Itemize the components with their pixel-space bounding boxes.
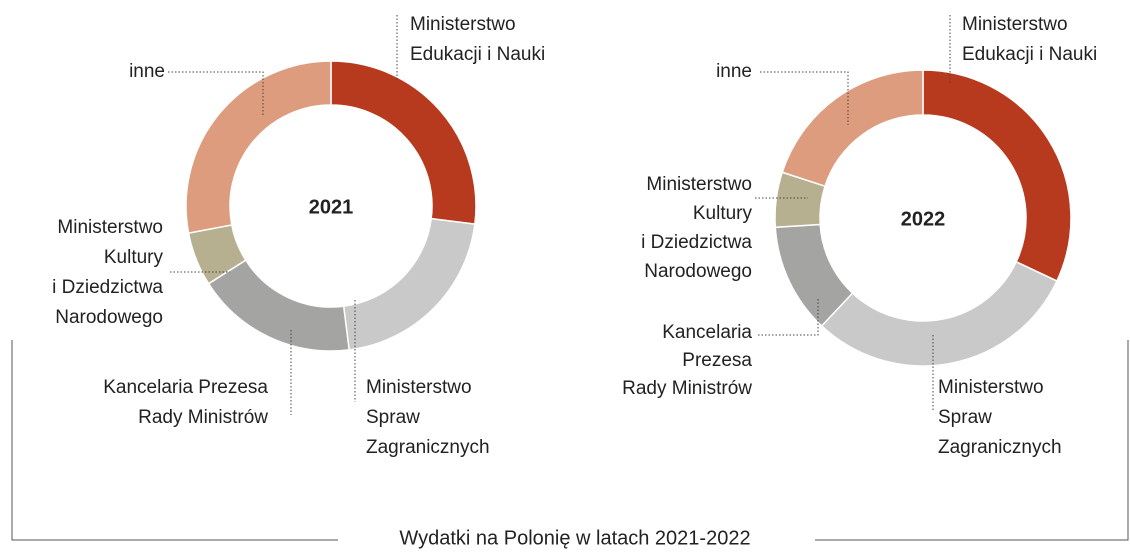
donut-segment	[781, 69, 924, 188]
caption: Wydatki na Polonię w latach 2021-2022	[399, 527, 750, 549]
segment-label: Kancelaria Prezesa Rady Ministrów	[103, 377, 268, 428]
leader-line	[760, 71, 849, 125]
segment-label: Ministerstwo Kultury i Dziedzictwa Narodowe…	[52, 217, 163, 328]
donut-title: 2022	[901, 208, 946, 230]
segment-label: Kancelaria Prezesa Rady Ministrów	[622, 322, 752, 399]
segment-label: Ministerstwo Spraw Zagranicznych	[366, 377, 490, 458]
leader-line	[758, 298, 819, 336]
frame-right	[815, 340, 1129, 541]
frame-left	[11, 340, 338, 541]
donut-segment	[185, 60, 332, 235]
segment-label: inne	[716, 61, 752, 82]
leader-line	[168, 71, 264, 115]
segment-label: Ministerstwo Edukacji i Nauki	[962, 14, 1097, 65]
segment-label: Ministerstwo Spraw Zagranicznych	[938, 377, 1062, 458]
segment-label: Ministerstwo Kultury i Dziedzictwa Narodowe…	[641, 174, 752, 282]
segment-label: inne	[129, 61, 165, 82]
donut-segment	[820, 260, 1058, 367]
segment-label: Ministerstwo Edukacji i Nauki	[410, 14, 545, 65]
donut-title: 2021	[309, 196, 354, 218]
donut-segment	[207, 259, 351, 352]
donut-segment	[922, 69, 1072, 283]
donut-segment	[342, 217, 476, 351]
